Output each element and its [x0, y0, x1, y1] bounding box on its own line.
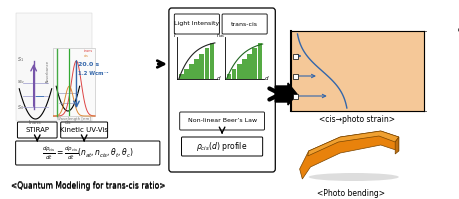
Polygon shape	[308, 131, 399, 156]
Text: 1.2 Wcm⁻¹: 1.2 Wcm⁻¹	[78, 71, 109, 76]
Bar	[194, 59, 199, 79]
Bar	[247, 54, 252, 79]
Bar	[237, 64, 241, 79]
Text: $I$: $I$	[173, 31, 176, 39]
Text: <cis→photo strain>: <cis→photo strain>	[319, 115, 395, 125]
Bar	[291, 31, 424, 111]
Bar	[252, 48, 257, 79]
Bar	[293, 73, 298, 78]
Bar	[199, 54, 204, 79]
Polygon shape	[395, 137, 399, 154]
Bar	[257, 43, 262, 79]
Text: $S_0$: $S_0$	[17, 103, 24, 112]
Text: <Photo bending>: <Photo bending>	[318, 188, 386, 197]
Bar	[232, 69, 236, 79]
Ellipse shape	[308, 173, 399, 181]
Text: cis: cis	[84, 54, 89, 58]
Bar	[189, 64, 194, 79]
Text: $S_1$: $S_1$	[17, 55, 24, 64]
Text: Light Intensity: Light Intensity	[174, 21, 219, 26]
Text: δ: δ	[458, 24, 459, 33]
Bar	[210, 43, 214, 79]
Bar	[293, 54, 298, 59]
Text: $S_{0v}$: $S_{0v}$	[17, 78, 26, 86]
FancyBboxPatch shape	[17, 122, 57, 138]
Bar	[179, 74, 184, 79]
Text: $\frac{d\rho_{cis}}{dt}=\frac{d\rho_{cis}}{dt}(n_{at},n_{cis},\theta_t,\theta_c): $\frac{d\rho_{cis}}{dt}=\frac{d\rho_{cis…	[42, 144, 134, 162]
FancyBboxPatch shape	[180, 112, 264, 130]
Bar	[184, 69, 189, 79]
Bar	[242, 59, 247, 79]
FancyBboxPatch shape	[61, 122, 107, 138]
Bar	[293, 94, 298, 99]
Text: $n_{cis}$: $n_{cis}$	[216, 32, 226, 40]
FancyBboxPatch shape	[169, 8, 275, 172]
Text: Kinetic UV-Vis: Kinetic UV-Vis	[60, 127, 108, 133]
Bar	[227, 74, 231, 79]
FancyBboxPatch shape	[181, 137, 263, 156]
Text: trans-cis: trans-cis	[231, 21, 258, 26]
Text: $\rho_{cis}(d)$ profile: $\rho_{cis}(d)$ profile	[196, 140, 248, 153]
Text: Absorbance: Absorbance	[46, 60, 50, 83]
Polygon shape	[300, 131, 399, 179]
Text: Wavelength [nm]: Wavelength [nm]	[57, 117, 91, 121]
FancyBboxPatch shape	[222, 14, 267, 34]
Text: 20.0 s: 20.0 s	[78, 62, 100, 67]
Text: trans: trans	[29, 120, 42, 125]
Text: $d$: $d$	[263, 74, 269, 82]
Bar	[205, 48, 209, 79]
FancyArrow shape	[275, 83, 297, 105]
Text: cis: cis	[65, 120, 71, 125]
Text: STIRAP: STIRAP	[25, 127, 49, 133]
Text: trans: trans	[84, 49, 93, 53]
Text: <Quantum Modeling for trans-cis ratio>: <Quantum Modeling for trans-cis ratio>	[11, 180, 165, 189]
FancyBboxPatch shape	[16, 141, 160, 165]
Text: Non-linear Beer’s Law: Non-linear Beer’s Law	[188, 118, 257, 124]
Bar	[16, 13, 92, 121]
Text: <Quantum Modeling for trans-cis ratio>: <Quantum Modeling for trans-cis ratio>	[11, 182, 165, 191]
Text: $d$: $d$	[216, 74, 221, 82]
FancyBboxPatch shape	[174, 14, 219, 34]
Bar	[54, 48, 95, 116]
